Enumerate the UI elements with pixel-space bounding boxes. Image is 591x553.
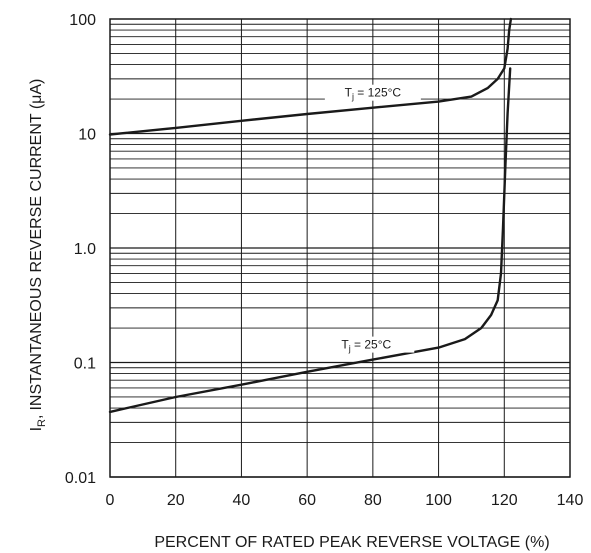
x-tick-label: 0 xyxy=(106,492,115,509)
y-tick-label: 0.01 xyxy=(65,470,96,487)
x-tick-label: 100 xyxy=(425,492,452,509)
x-tick-label: 20 xyxy=(167,492,185,509)
grid xyxy=(109,19,571,478)
y-axis-title-subscript: R xyxy=(36,419,48,427)
series-line xyxy=(108,17,513,136)
series-line xyxy=(108,67,512,414)
y-axis-title: IR, INSTANTANEOUS REVERSE CURRENT (μA) xyxy=(28,79,48,432)
y-axis-title-text: INSTANTANEOUS REVERSE CURRENT (μA) xyxy=(28,79,45,411)
y-tick-label: 100 xyxy=(69,12,96,29)
y-axis-title-separator: , xyxy=(28,415,45,419)
series-label-symbol: T xyxy=(341,338,349,352)
series-labels: Tj = 125°CTj = 25°C xyxy=(318,84,421,354)
x-tick-label: 140 xyxy=(557,492,584,509)
y-tick-label: 10 xyxy=(78,127,96,144)
series-label: Tj = 25°C xyxy=(341,338,391,354)
x-tick-label: 120 xyxy=(491,492,518,509)
series-label-subscript: j xyxy=(348,344,351,354)
x-tick-label: 40 xyxy=(233,492,251,509)
plot-frame xyxy=(109,18,571,478)
series-label-background xyxy=(318,336,415,353)
series-label-text: = 125°C xyxy=(354,86,401,100)
series-label-background xyxy=(324,84,421,101)
series-group xyxy=(108,17,513,414)
series-label-subscript: j xyxy=(351,92,354,102)
x-tick-label: 60 xyxy=(298,492,316,509)
series-label-symbol: T xyxy=(345,86,353,100)
x-axis-title: PERCENT OF RATED PEAK REVERSE VOLTAGE (%… xyxy=(154,534,549,551)
x-tick-labels: 0 20 40 60 80 100 120 140 xyxy=(106,492,584,509)
x-tick-label: 80 xyxy=(364,492,382,509)
series-label-text: = 25°C xyxy=(351,338,392,352)
y-tick-label: 1.0 xyxy=(74,241,96,258)
series-label: Tj = 125°C xyxy=(345,86,402,102)
y-axis-title-symbol: I xyxy=(28,427,45,431)
y-tick-label: 0.1 xyxy=(74,356,96,373)
y-tick-labels: 0.01 0.1 1.0 10 100 xyxy=(65,12,96,487)
